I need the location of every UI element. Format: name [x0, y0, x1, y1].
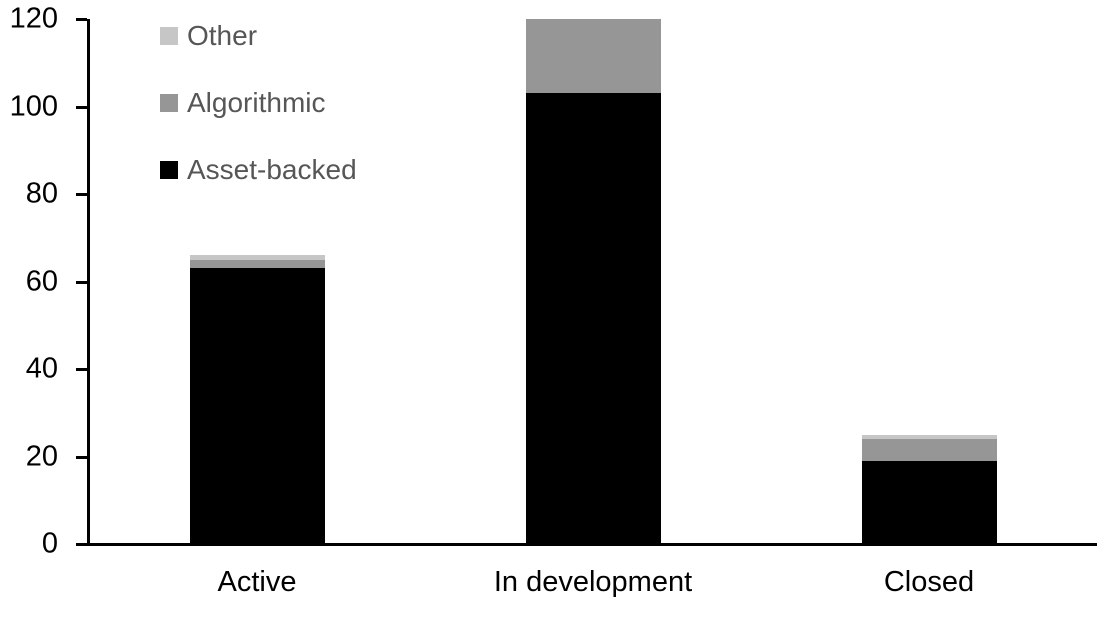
y-tick-label: 40	[25, 352, 58, 385]
bar-segment-algorithmic-in-development	[525, 19, 661, 94]
y-tick-mark	[76, 368, 87, 371]
y-tick-mark	[76, 280, 87, 284]
bar-segment-asset-backed-in-development	[525, 93, 661, 544]
legend-swatch-icon	[160, 27, 178, 45]
y-tick-label: 0	[41, 527, 58, 560]
y-tick-mark	[76, 18, 87, 21]
legend-item-algorithmic: Algorithmic	[160, 88, 357, 118]
x-axis-line	[87, 543, 1097, 546]
legend-swatch-icon	[160, 94, 178, 112]
bar-segment-algorithmic-closed	[861, 439, 997, 461]
y-tick-mark	[76, 193, 87, 196]
bar-segment-other-closed	[861, 434, 997, 439]
y-tick-mark	[76, 455, 87, 459]
legend-label: Asset-backed	[187, 154, 357, 185]
legend-swatch-icon	[160, 161, 178, 179]
x-category-label: Active	[217, 566, 297, 598]
bar-segment-asset-backed-active	[189, 268, 325, 544]
y-tick-mark	[76, 543, 87, 546]
legend-label: Other	[187, 20, 258, 51]
bar-segment-asset-backed-closed	[861, 460, 997, 544]
y-axis-line	[87, 19, 90, 546]
y-tick-label: 20	[25, 440, 58, 472]
legend-item-other: Other	[160, 21, 357, 51]
y-tick-label: 100	[9, 90, 58, 122]
y-tick-label: 80	[25, 177, 58, 210]
bar-segment-other-active	[189, 255, 325, 260]
legend-item-asset-backed: Asset-backed	[160, 155, 357, 185]
x-category-label: In development	[493, 566, 693, 598]
y-tick-mark	[76, 105, 87, 109]
x-category-label: Closed	[883, 566, 975, 598]
legend: Other Algorithmic Asset-backed	[160, 21, 357, 185]
y-tick-label: 60	[25, 265, 58, 297]
legend-label: Algorithmic	[187, 87, 326, 118]
y-tick-label: 120	[9, 2, 58, 35]
bar-segment-algorithmic-active	[189, 259, 325, 269]
